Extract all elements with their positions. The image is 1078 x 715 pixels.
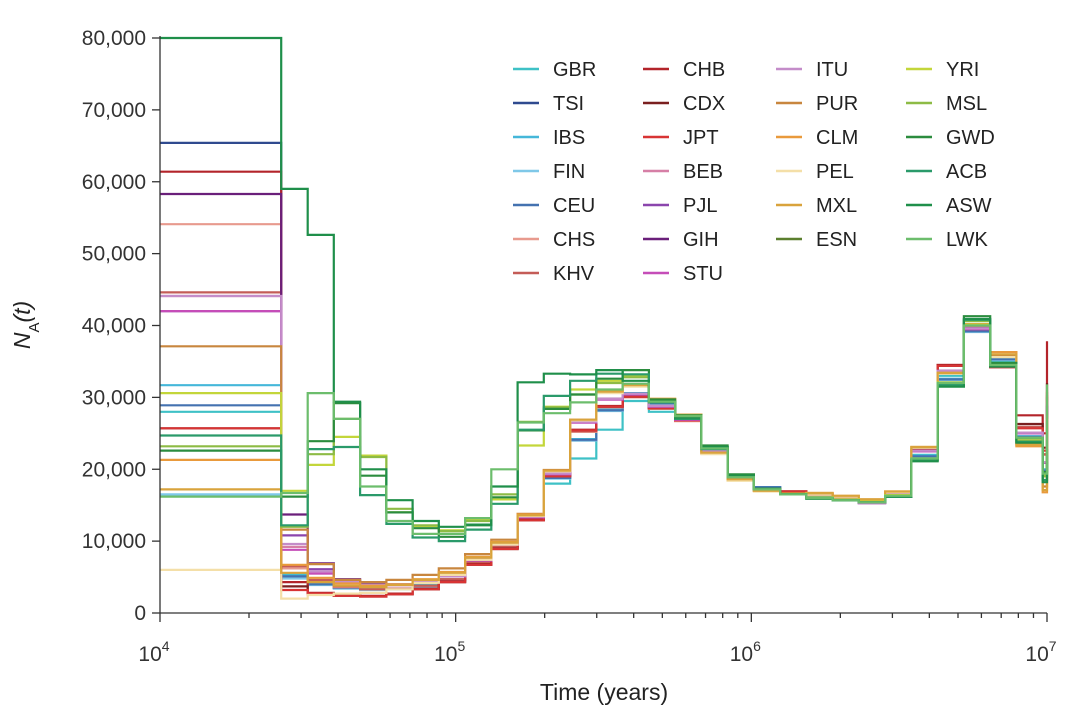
legend-label-asw: ASW xyxy=(946,195,992,217)
axes xyxy=(159,36,1047,614)
series-line-beb xyxy=(160,294,1049,587)
legend-label-ibs: IBS xyxy=(553,127,585,149)
x-tick-label: 107 xyxy=(1025,638,1056,666)
y-axis-title-paren: (t) xyxy=(9,301,35,323)
legend-label-gih: GIH xyxy=(683,229,719,251)
y-tick-label: 60,000 xyxy=(82,171,146,194)
y-axis-title-sub: A xyxy=(26,323,43,333)
series-line-gwd xyxy=(160,315,1049,538)
x-tick-label: 106 xyxy=(730,638,761,666)
legend-label-acb: ACB xyxy=(946,161,987,183)
x-tick-exponent: 6 xyxy=(753,638,761,654)
legend-label-esn: ESN xyxy=(816,229,857,251)
legend-label-tsi: TSI xyxy=(553,93,584,115)
legend-label-clm: CLM xyxy=(816,127,858,149)
x-tick-base: 10 xyxy=(138,643,161,666)
legend-label-pur: PUR xyxy=(816,93,858,115)
legend: GBR TSI IBS FIN CEU CHS KHV CHB CDX JPT BEB PJL GIH S… xyxy=(513,59,995,285)
legend-label-stu: STU xyxy=(683,263,723,285)
series-line-lwk xyxy=(160,324,1049,535)
y-tick-label: 20,000 xyxy=(82,458,146,481)
legend-label-beb: BEB xyxy=(683,161,723,183)
x-tick-exponent: 5 xyxy=(457,638,465,654)
legend-label-khv: KHV xyxy=(553,263,595,285)
x-tick-base: 10 xyxy=(1025,643,1048,666)
x-tick-label: 104 xyxy=(138,638,169,666)
y-tick-label: 70,000 xyxy=(82,99,146,122)
y-tick-label: 10,000 xyxy=(82,530,146,553)
series-line-itu xyxy=(160,294,1049,587)
series-line-tsi xyxy=(160,141,1049,591)
legend-label-cdx: CDX xyxy=(683,93,725,115)
legend-label-pel: PEL xyxy=(816,161,854,183)
y-axis-title: NA(t) xyxy=(9,301,43,349)
legend-label-fin: FIN xyxy=(553,161,585,183)
x-tick-label: 105 xyxy=(434,638,465,666)
y-tick-label: 40,000 xyxy=(82,315,146,338)
legend-label-itu: ITU xyxy=(816,59,848,81)
series-line-yri xyxy=(160,323,1049,532)
x-tick-base: 10 xyxy=(730,643,753,666)
series-line-msl xyxy=(160,320,1049,533)
legend-label-lwk: LWK xyxy=(946,229,989,251)
y-tick-label: 0 xyxy=(134,602,146,625)
y-tick-label: 50,000 xyxy=(82,243,146,266)
legend-label-yri: YRI xyxy=(946,59,979,81)
x-tick-exponent: 7 xyxy=(1049,638,1057,654)
series-line-asw xyxy=(160,36,1049,528)
x-axis-title: Time (years) xyxy=(540,679,668,705)
legend-label-jpt: JPT xyxy=(683,127,719,149)
legend-label-gbr: GBR xyxy=(553,59,596,81)
legend-label-gwd: GWD xyxy=(946,127,995,149)
legend-label-pjl: PJL xyxy=(683,195,717,217)
x-tick-exponent: 4 xyxy=(162,638,170,654)
legend-label-ceu: CEU xyxy=(553,195,595,217)
legend-label-chb: CHB xyxy=(683,59,725,81)
y-axis-title-main: N xyxy=(9,332,35,349)
series-lines xyxy=(160,36,1049,600)
x-ticks: 104 105 106 107 xyxy=(138,613,1057,666)
legend-label-mxl: MXL xyxy=(816,195,857,217)
legend-label-msl: MSL xyxy=(946,93,987,115)
y-ticks: 0 10,000 20,000 30,000 40,000 50,000 60,000 70,… xyxy=(82,27,160,625)
y-tick-label: 30,000 xyxy=(82,386,146,409)
y-tick-label: 80,000 xyxy=(82,27,146,50)
legend-label-chs: CHS xyxy=(553,229,595,251)
x-tick-base: 10 xyxy=(434,643,457,666)
